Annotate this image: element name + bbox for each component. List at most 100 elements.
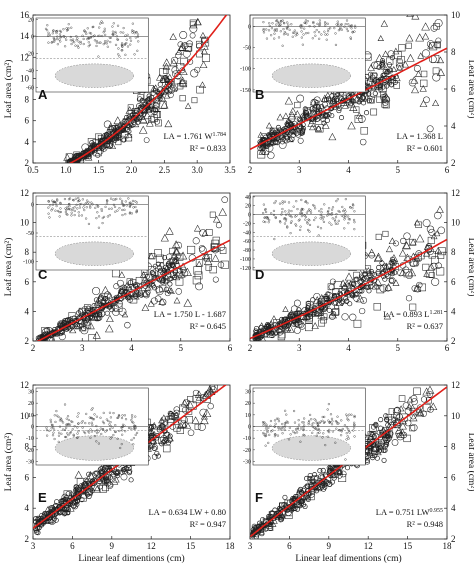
data-point [377, 35, 384, 41]
data-point [410, 76, 419, 84]
residual-point [118, 414, 121, 418]
data-point [276, 113, 284, 121]
data-point [400, 237, 407, 245]
fit-equation: LA = 1.750 L - 1.687 [154, 309, 226, 319]
scatter-points [63, 15, 228, 163]
residual-point [106, 215, 109, 218]
residual-point [114, 430, 117, 434]
residual-point [63, 403, 67, 406]
residual-point [344, 216, 347, 219]
residual-point [289, 433, 292, 436]
residual-point [267, 29, 271, 32]
data-point [334, 304, 340, 310]
data-point [349, 313, 357, 321]
residual-point [122, 26, 125, 30]
residual-point [117, 413, 121, 417]
data-point [302, 106, 308, 112]
data-point [168, 83, 178, 92]
y-axis-title: Leaf area (cm²) [466, 433, 474, 492]
data-point [368, 283, 374, 289]
residual-point [273, 237, 276, 241]
data-point [402, 266, 410, 274]
residual-point [349, 206, 352, 209]
inset-tick-label: -30 [243, 460, 251, 466]
residual-point [103, 29, 106, 33]
data-point [194, 390, 203, 398]
data-point [156, 73, 164, 81]
data-point [381, 100, 389, 108]
residual-point [55, 30, 58, 33]
data-point [203, 388, 213, 397]
data-point [428, 228, 436, 236]
data-point [406, 396, 414, 403]
residual-point [136, 49, 139, 52]
residual-point [135, 201, 138, 204]
residual-point [131, 414, 134, 417]
data-point [152, 84, 160, 91]
residual-point [262, 29, 265, 32]
data-point [382, 75, 391, 84]
data-point [93, 471, 99, 477]
residual-point [82, 206, 85, 209]
data-point [358, 278, 364, 284]
data-point [197, 422, 206, 431]
residual-point [262, 424, 265, 427]
data-point [385, 245, 393, 253]
residual-point [76, 200, 80, 203]
data-point [125, 106, 134, 114]
data-point [398, 249, 407, 257]
data-point [331, 468, 337, 474]
residual-point [90, 408, 93, 411]
residual-point [90, 416, 93, 420]
residual-point [297, 219, 300, 222]
data-point [135, 116, 141, 122]
residual-point [292, 205, 295, 208]
data-point [95, 470, 103, 478]
residual-point [274, 200, 277, 203]
data-point [175, 48, 183, 55]
residual-point [97, 442, 100, 445]
data-point [167, 433, 173, 439]
residual-point [353, 421, 356, 424]
residual-point [95, 44, 98, 48]
panel-letter: F [255, 490, 263, 505]
data-point [210, 385, 218, 393]
residual-point [90, 430, 94, 433]
residual-point [49, 418, 52, 421]
residual-point [121, 433, 124, 436]
residual-point [352, 218, 356, 222]
inset-tick-label: 10 [28, 413, 34, 419]
data-point [177, 270, 186, 278]
residual-point [130, 419, 133, 422]
residual-point [319, 227, 323, 230]
data-point [392, 79, 398, 85]
data-point [275, 512, 281, 518]
residual-point [343, 218, 346, 221]
data-point [178, 251, 188, 260]
data-point [414, 70, 423, 77]
data-point [131, 119, 137, 125]
residual-point [320, 33, 323, 36]
data-point [401, 60, 409, 68]
residual-point [286, 225, 289, 228]
residual-point [45, 29, 49, 32]
residual-point [300, 212, 303, 216]
x-tick-label: 5 [179, 343, 184, 353]
residual-point [315, 421, 318, 425]
r-squared: R² = 0.637 [407, 321, 443, 331]
data-point [409, 413, 418, 422]
data-point [159, 101, 167, 109]
data-point [385, 437, 391, 443]
y-tick-label: 12 [451, 380, 460, 390]
residual-point [86, 199, 89, 202]
data-point [209, 266, 217, 274]
x-axis-title: Linear leaf dimentions (cm) [295, 553, 401, 564]
residual-point [83, 203, 86, 206]
data-point [383, 70, 390, 76]
residual-point [88, 416, 91, 419]
residual-point [132, 206, 135, 209]
residual-point [293, 432, 297, 435]
residual-point [272, 213, 276, 217]
data-point [375, 233, 382, 240]
data-point [157, 267, 164, 273]
